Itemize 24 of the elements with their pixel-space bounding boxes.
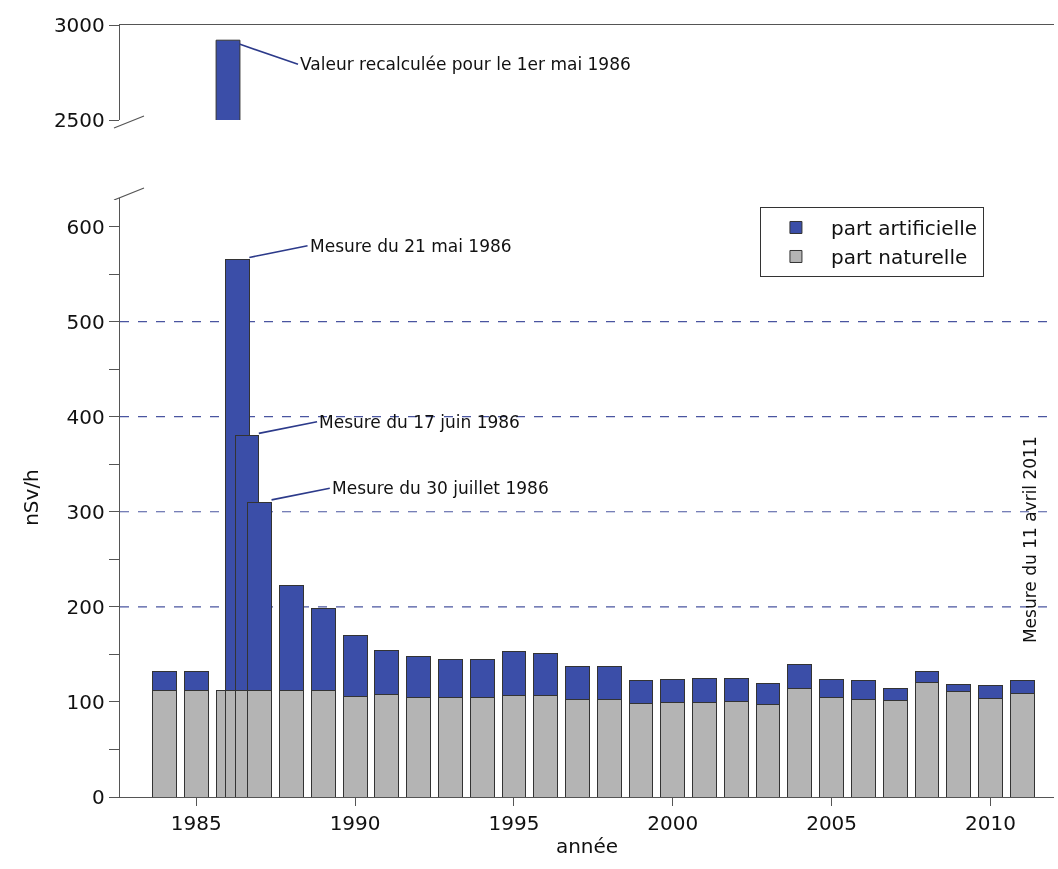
y-tick-label: 400 (66, 404, 105, 429)
x-tick-label: 2010 (965, 811, 1016, 836)
y-tick-label: 100 (66, 689, 105, 714)
y-tick-label: 0 (92, 785, 105, 809)
x-tick-label: 1990 (329, 811, 381, 836)
x-tick-label: 2000 (647, 811, 699, 836)
y-tick-label: 200 (66, 594, 105, 619)
annotation: Mesure du 11 avril 2011 (1020, 436, 1041, 644)
y-tick-label: 2500 (53, 108, 105, 132)
annotation: Mesure du 21 mai 1986 (310, 236, 512, 256)
y-tick-label: 500 (66, 309, 105, 334)
x-tick-label: 1985 (170, 811, 222, 836)
y-tick-label: 600 (66, 214, 105, 239)
legend-label: part naturelle (830, 245, 968, 270)
y-tick-label: 300 (66, 499, 105, 524)
annotation: Valeur recalculée pour le 1er mai 1986 (300, 54, 631, 74)
y-axis-title: nSv/h (19, 469, 44, 526)
annotation: Mesure du 30 juillet 1986 (332, 478, 549, 498)
x-tick-label: 2005 (806, 811, 858, 836)
y-tick-label: 3000 (53, 13, 105, 37)
x-axis-title: année (555, 833, 619, 858)
annotation: Mesure du 17 juin 1986 (319, 412, 520, 432)
legend-label: part artificielle (830, 216, 978, 241)
x-tick-label: 1995 (488, 811, 540, 836)
